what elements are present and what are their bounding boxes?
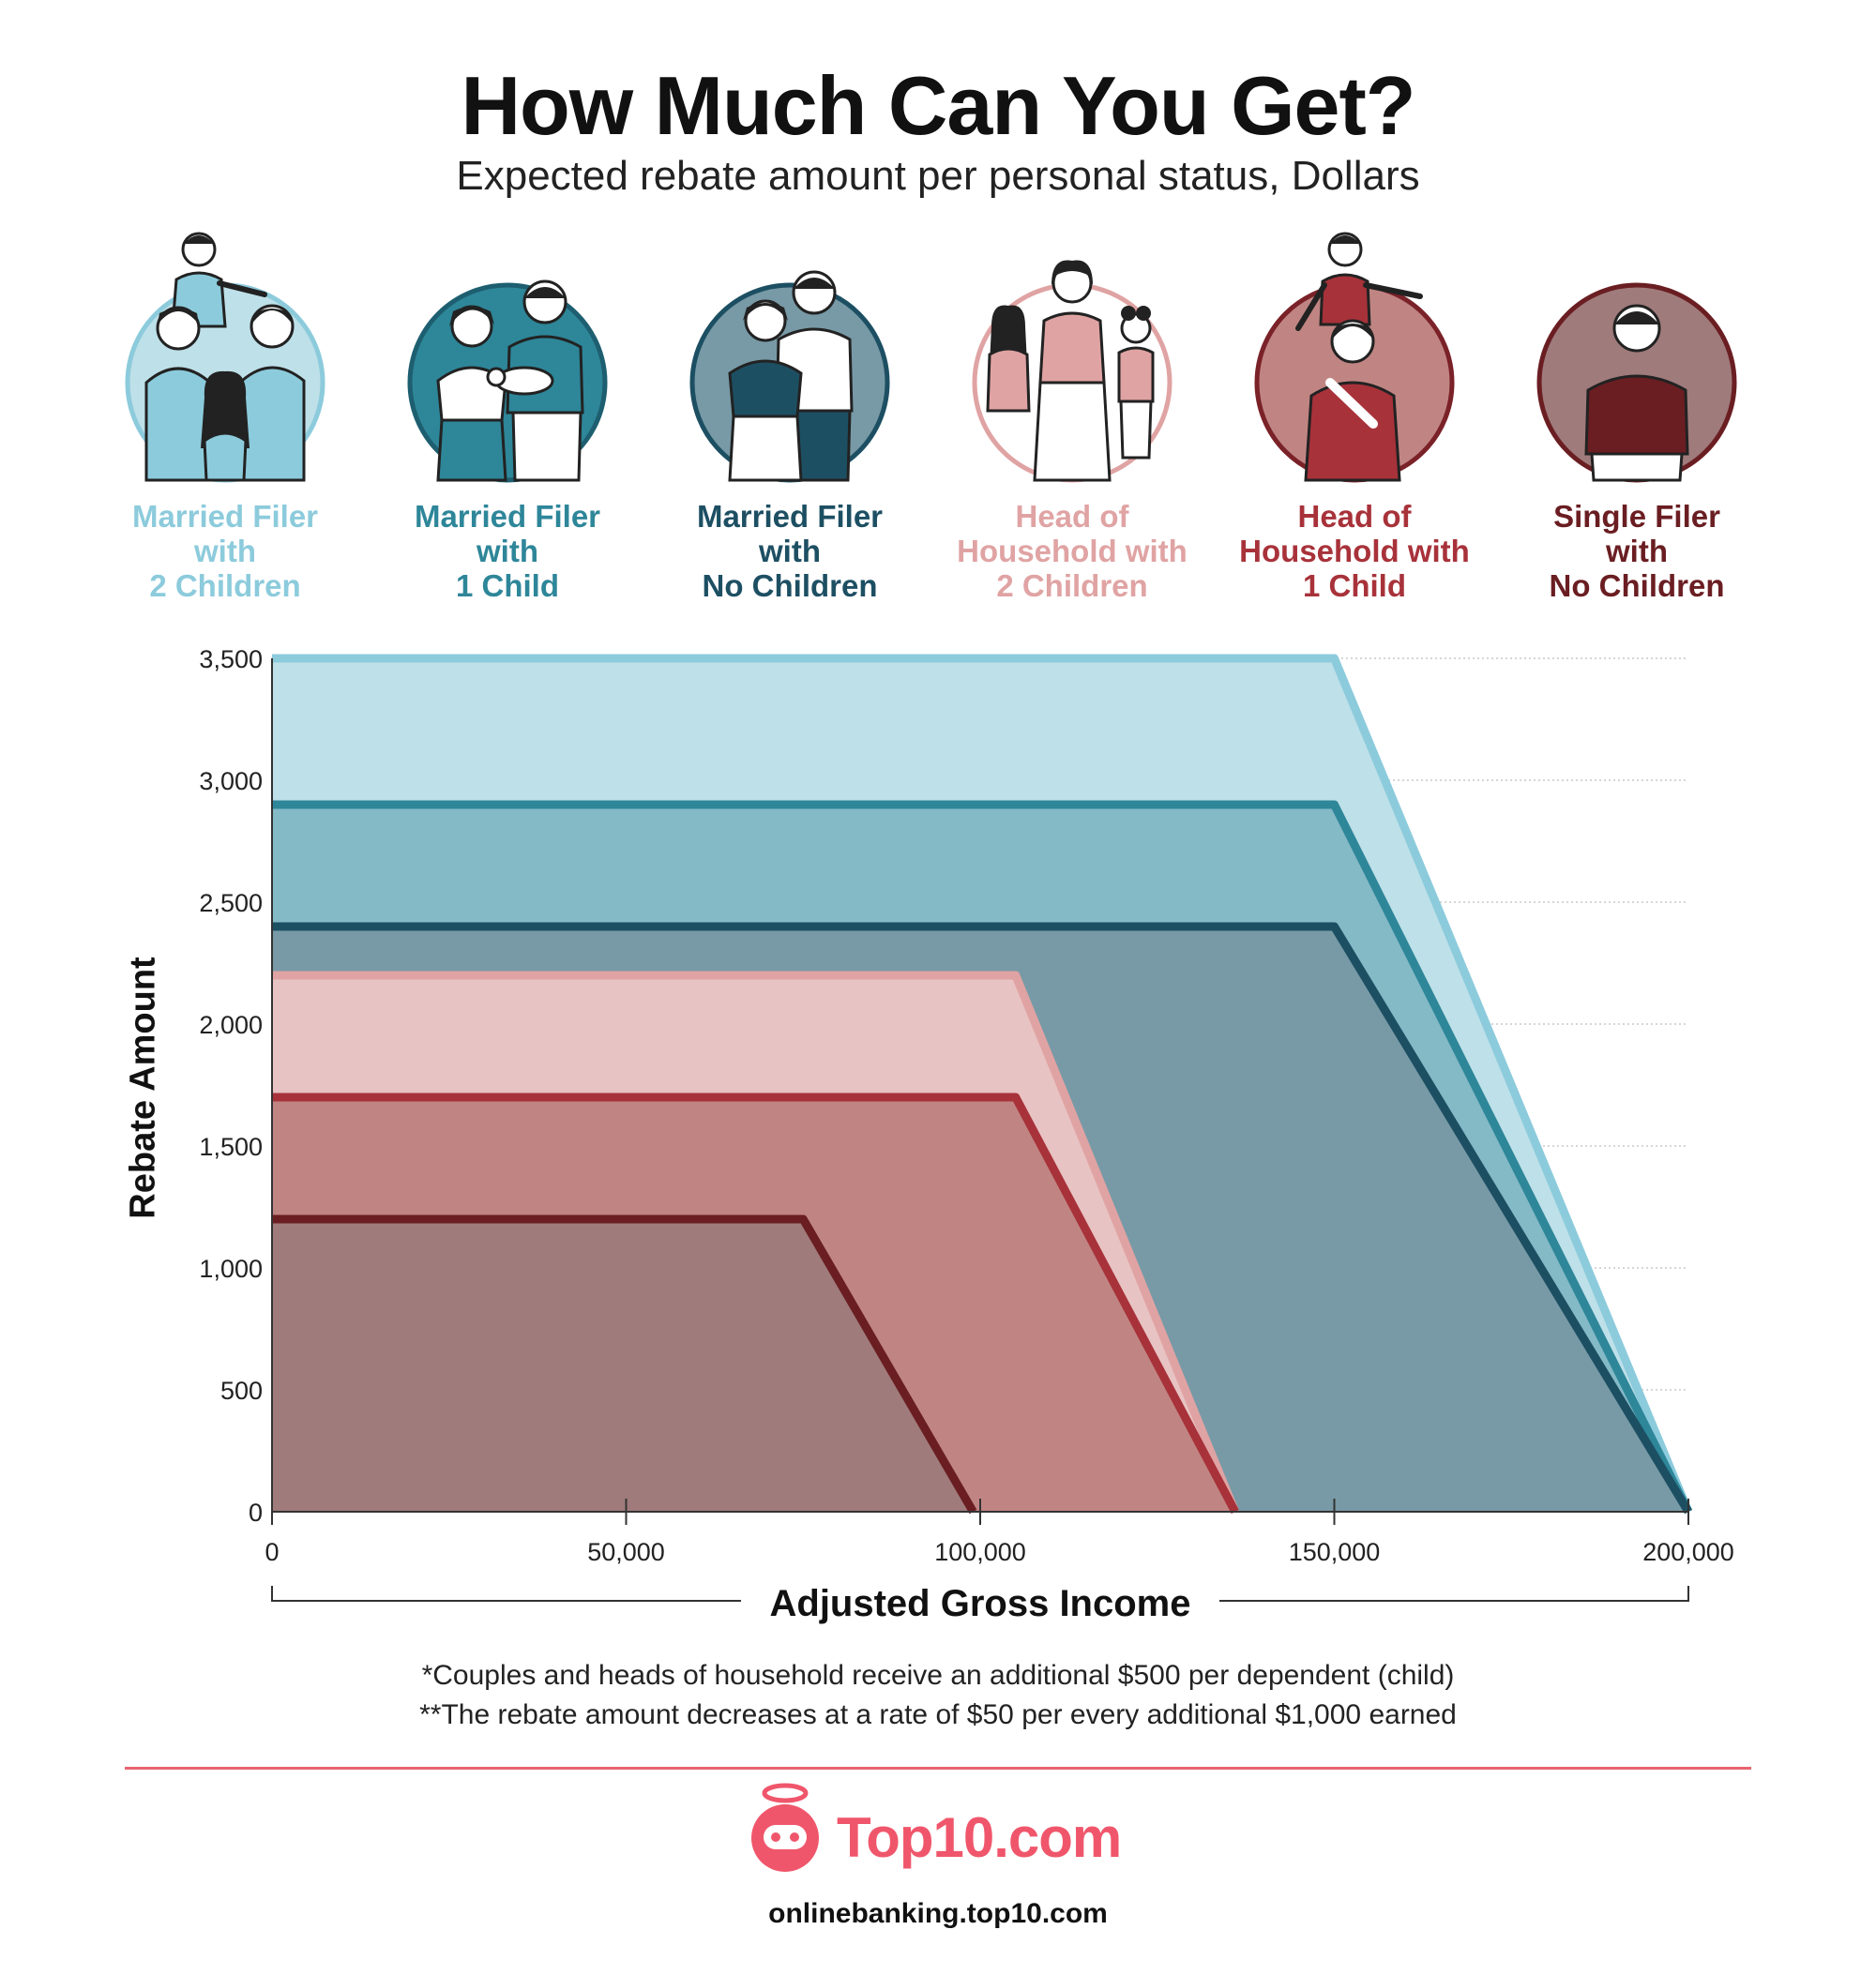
persona-single-no-children: Single Filer with No Children [1501,223,1773,603]
series-line [272,800,1693,1515]
y-tick-label: 0 [249,1499,263,1527]
y-axis-title: Rebate Amount [123,957,163,1219]
y-tick-label: 3,000 [199,767,263,795]
y-tick-label: 1,000 [199,1255,263,1283]
series-line [272,654,1693,1514]
persona-married-one-child: Married Filer with 1 Child [371,223,643,603]
x-tick-label: 50,000 [587,1538,665,1566]
persona-head-household-one-child: Head of Household with 1 Child [1218,223,1490,603]
series-line [272,922,1692,1515]
y-tick-label: 500 [220,1377,263,1405]
series-line [272,971,1239,1514]
x-tick-label: 150,000 [1289,1538,1381,1566]
persona-head-household-two-children: Head of Household with 2 Children [936,223,1208,603]
axes: 0 500 1,000 1,500 2,000 2,500 3,000 3,500 0 50,00… [199,645,1734,1602]
series-line [272,1093,1239,1515]
footnote: **The rebate amount decreases at a rate … [419,1699,1457,1730]
parent-two-children-icon [972,260,1172,483]
x-tick-label: 100,000 [934,1538,1026,1566]
persona-label: Single Filer with No Children [1549,499,1725,603]
persona-label: Head of Household with 1 Child [1239,499,1470,603]
page-title: How Much Can You Get? [461,59,1415,152]
persona-married-no-children: Married Filer with No Children [654,223,926,603]
couple-icon [689,270,890,483]
divider [125,1767,1751,1770]
persona-label: Married Filer with 1 Child [414,499,601,603]
single-person-icon [1536,282,1737,483]
x-tick-label: 0 [265,1538,279,1566]
x-tick-label: 200,000 [1642,1538,1734,1566]
y-tick-label: 1,500 [199,1133,263,1161]
couple-with-baby-icon [407,279,608,483]
persona-label: Married Filer with 2 Children [131,499,319,603]
series-areas [272,654,1693,1515]
y-tick-label: 3,500 [199,645,263,673]
page-subtitle: Expected rebate amount per personal stat… [456,153,1420,199]
persona-label: Head of Household with 2 Children [957,499,1188,603]
x-axis-title: Adjusted Gross Income [741,1583,1219,1625]
robot-angel-logo-icon [751,1783,819,1872]
footnote: *Couples and heads of household receive … [421,1660,1455,1691]
family-two-children-icon [125,232,325,483]
persona-label: Married Filer with No Children [696,499,884,603]
y-tick-label: 2,500 [199,889,263,917]
series-line [272,1214,977,1515]
brand-url: onlinebanking.top10.com [768,1898,1108,1929]
y-tick-label: 2,000 [199,1011,263,1039]
brand-name: Top10.com [837,1806,1122,1869]
parent-one-child-icon [1254,232,1455,483]
rebate-area-chart: 0 500 1,000 1,500 2,000 2,500 3,000 3,500 0 50,00… [199,645,1734,1602]
series-area [272,1219,974,1512]
persona-married-two-children: Married Filer with 2 Children [89,223,361,603]
